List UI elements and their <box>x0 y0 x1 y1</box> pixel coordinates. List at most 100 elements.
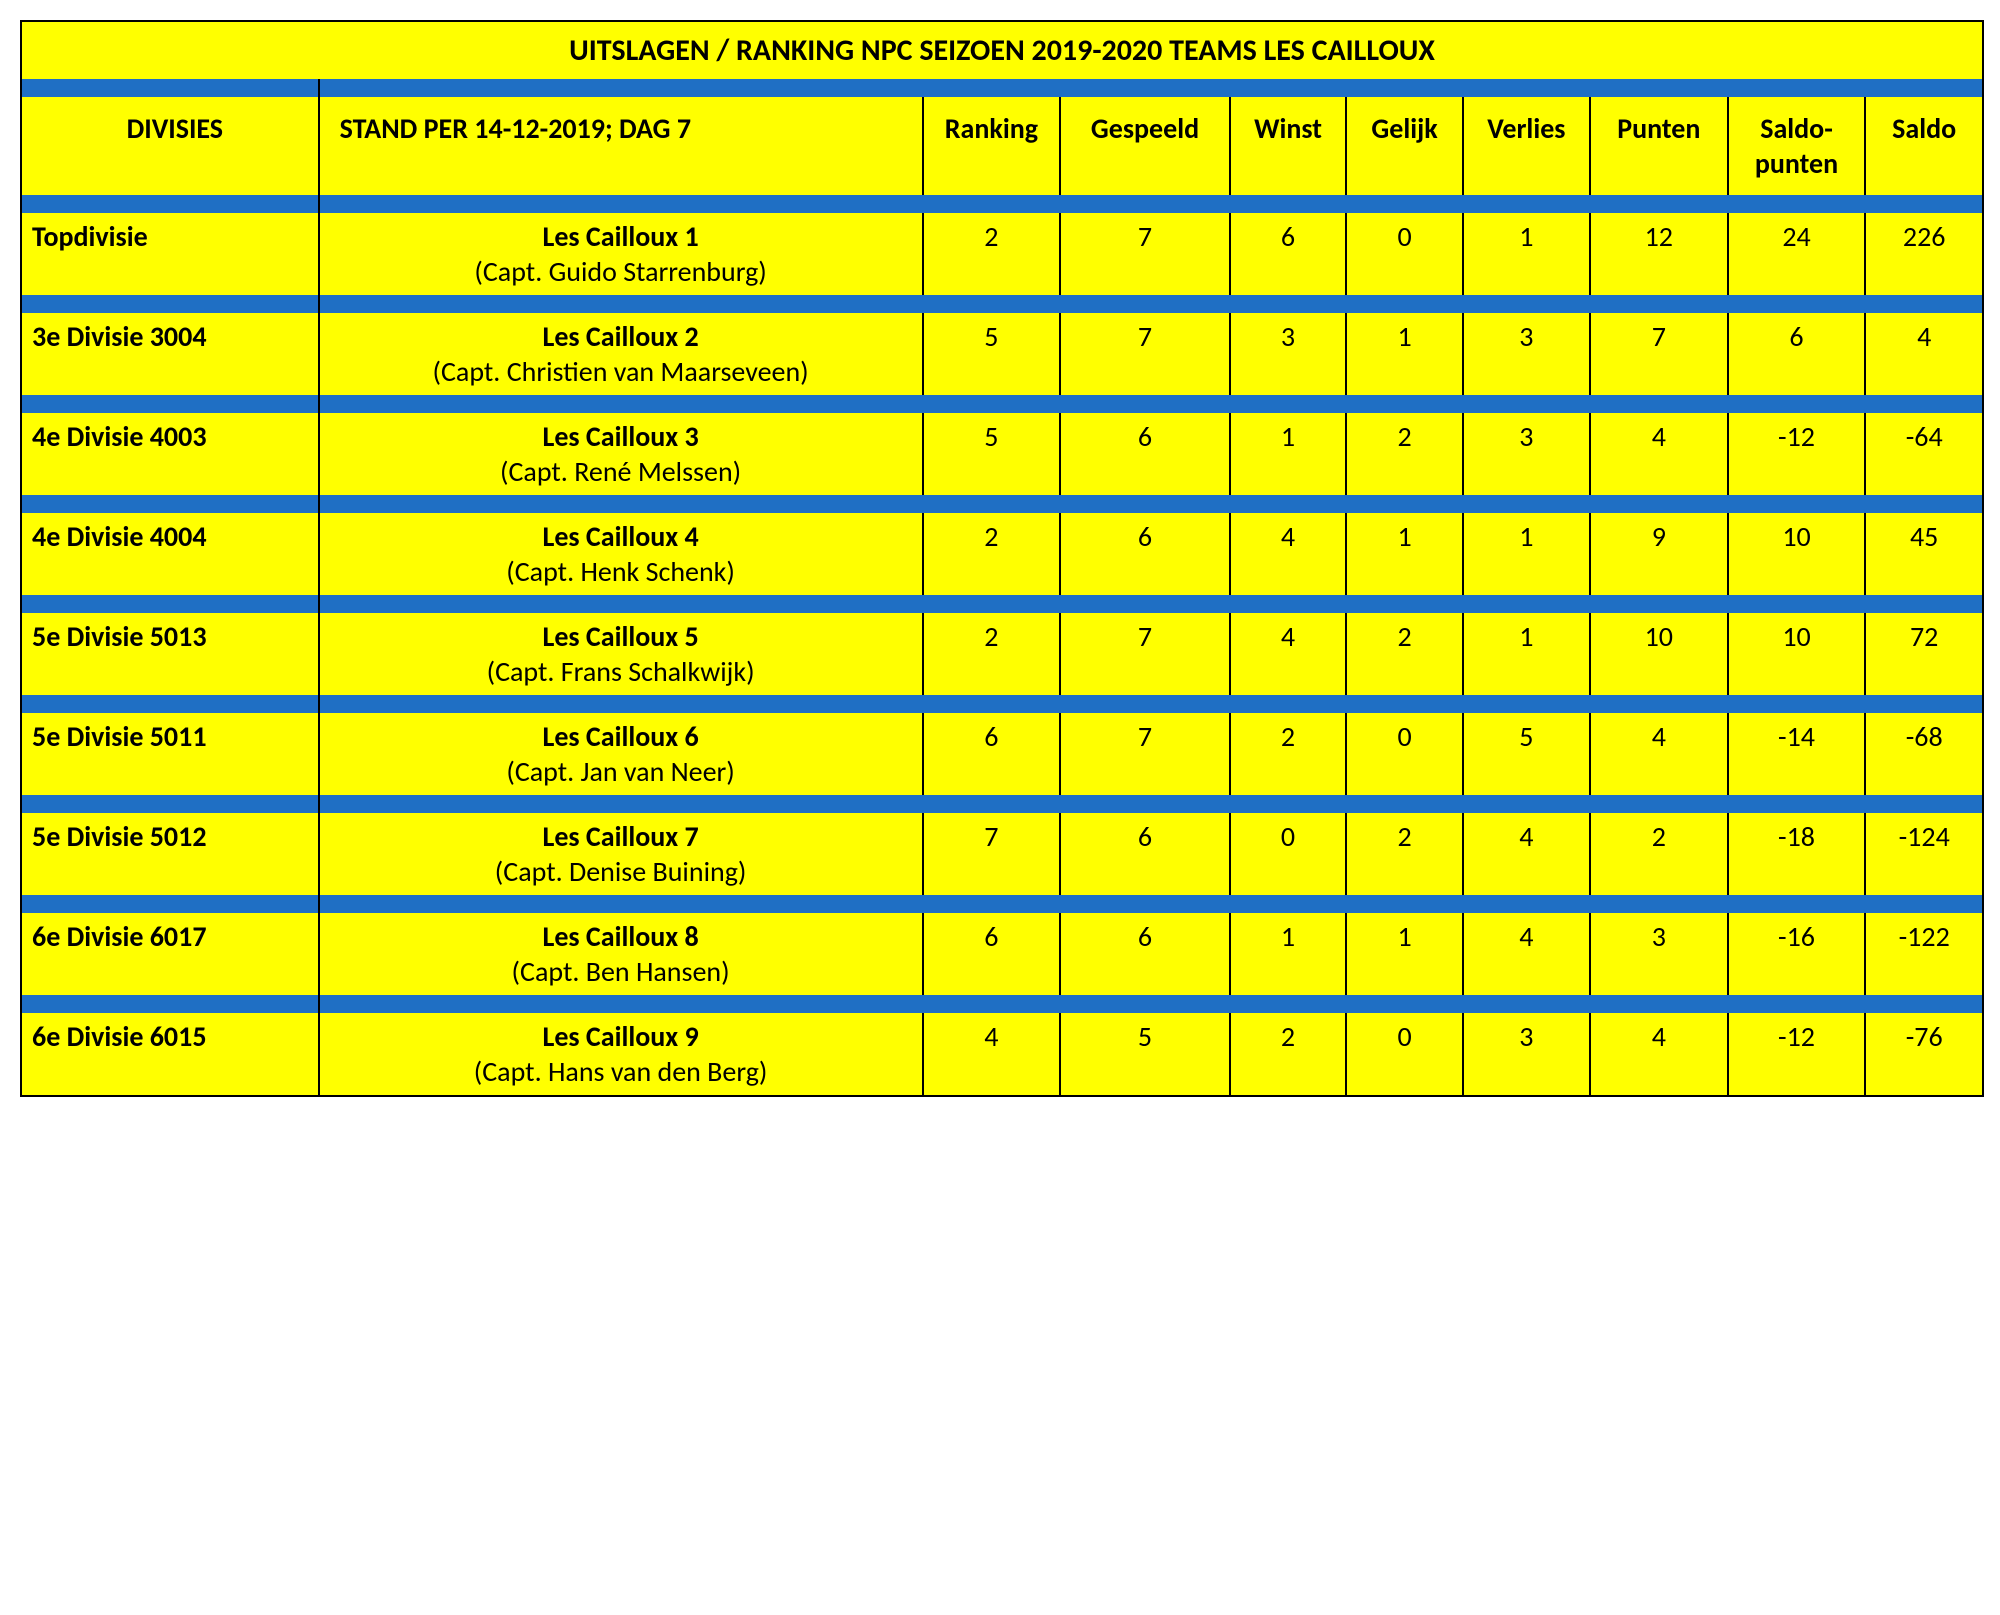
header-verlies: Verlies <box>1463 97 1590 195</box>
cell-division: 6e Divisie 6015 <box>22 1013 319 1095</box>
header-saldopunten-line1: Saldo- <box>1739 111 1855 146</box>
cell-gelijk: 0 <box>1346 213 1463 295</box>
team-captain: (Capt. Guido Starrenburg) <box>474 254 766 289</box>
header-ranking: Ranking <box>923 97 1061 195</box>
team-captain: (Capt. René Melssen) <box>500 454 741 489</box>
cell-winst: 4 <box>1230 513 1347 595</box>
cell-verlies: 1 <box>1463 613 1590 695</box>
cell-team: Les Cailloux 2(Capt. Christien van Maars… <box>319 313 923 395</box>
cell-ranking: 2 <box>923 513 1061 595</box>
cell-punten: 4 <box>1590 1013 1728 1095</box>
cell-winst: 2 <box>1230 713 1347 795</box>
ranking-table: UITSLAGEN / RANKING NPC SEIZOEN 2019-202… <box>22 22 1982 1095</box>
separator-row <box>22 995 1982 1013</box>
team-name: Les Cailloux 3 <box>542 419 698 454</box>
cell-team: Les Cailloux 1(Capt. Guido Starrenburg) <box>319 213 923 295</box>
table-row: 6e Divisie 6017Les Cailloux 8(Capt. Ben … <box>22 913 1982 995</box>
cell-gespeeld: 6 <box>1060 513 1230 595</box>
cell-ranking: 4 <box>923 1013 1061 1095</box>
cell-gelijk: 0 <box>1346 713 1463 795</box>
cell-ranking: 5 <box>923 313 1061 395</box>
header-row: DIVISIES STAND PER 14-12-2019; DAG 7 Ran… <box>22 97 1982 195</box>
cell-gespeeld: 6 <box>1060 813 1230 895</box>
cell-punten: 9 <box>1590 513 1728 595</box>
cell-gelijk: 1 <box>1346 913 1463 995</box>
cell-punten: 10 <box>1590 613 1728 695</box>
cell-gespeeld: 5 <box>1060 1013 1230 1095</box>
cell-team: Les Cailloux 4(Capt. Henk Schenk) <box>319 513 923 595</box>
cell-division: 6e Divisie 6017 <box>22 913 319 995</box>
cell-verlies: 1 <box>1463 213 1590 295</box>
table-row: 6e Divisie 6015Les Cailloux 9(Capt. Hans… <box>22 1013 1982 1095</box>
cell-winst: 1 <box>1230 413 1347 495</box>
header-gelijk: Gelijk <box>1346 97 1463 195</box>
cell-saldopunten: 10 <box>1728 513 1866 595</box>
team-name: Les Cailloux 5 <box>542 619 698 654</box>
cell-ranking: 6 <box>923 713 1061 795</box>
cell-gelijk: 2 <box>1346 813 1463 895</box>
separator-row <box>22 295 1982 313</box>
cell-verlies: 3 <box>1463 1013 1590 1095</box>
cell-division: 3e Divisie 3004 <box>22 313 319 395</box>
team-name: Les Cailloux 9 <box>542 1019 698 1054</box>
cell-gelijk: 1 <box>1346 313 1463 395</box>
cell-saldo: 72 <box>1865 613 1982 695</box>
cell-division: 4e Divisie 4004 <box>22 513 319 595</box>
cell-winst: 1 <box>1230 913 1347 995</box>
cell-saldo: 4 <box>1865 313 1982 395</box>
team-captain: (Capt. Denise Buining) <box>495 854 747 889</box>
separator-row <box>22 795 1982 813</box>
cell-saldopunten: -18 <box>1728 813 1866 895</box>
table-row: 4e Divisie 4003Les Cailloux 3(Capt. René… <box>22 413 1982 495</box>
cell-ranking: 2 <box>923 613 1061 695</box>
cell-team: Les Cailloux 3(Capt. René Melssen) <box>319 413 923 495</box>
cell-punten: 2 <box>1590 813 1728 895</box>
team-captain: (Capt. Henk Schenk) <box>506 554 735 589</box>
header-saldopunten-line2: punten <box>1739 146 1855 181</box>
cell-saldo: -68 <box>1865 713 1982 795</box>
cell-verlies: 5 <box>1463 713 1590 795</box>
cell-gespeeld: 7 <box>1060 213 1230 295</box>
table-title: UITSLAGEN / RANKING NPC SEIZOEN 2019-202… <box>22 22 1982 79</box>
cell-ranking: 7 <box>923 813 1061 895</box>
cell-ranking: 2 <box>923 213 1061 295</box>
header-divisies: DIVISIES <box>22 97 319 195</box>
cell-gelijk: 2 <box>1346 613 1463 695</box>
separator-row <box>22 395 1982 413</box>
cell-saldo: -122 <box>1865 913 1982 995</box>
header-saldo: Saldo <box>1865 97 1982 195</box>
title-row: UITSLAGEN / RANKING NPC SEIZOEN 2019-202… <box>22 22 1982 79</box>
cell-team: Les Cailloux 5(Capt. Frans Schalkwijk) <box>319 613 923 695</box>
cell-punten: 12 <box>1590 213 1728 295</box>
cell-winst: 2 <box>1230 1013 1347 1095</box>
cell-division: 5e Divisie 5013 <box>22 613 319 695</box>
cell-division: 5e Divisie 5011 <box>22 713 319 795</box>
cell-saldopunten: -16 <box>1728 913 1866 995</box>
team-captain: (Capt. Jan van Neer) <box>506 754 734 789</box>
separator-row <box>22 79 1982 97</box>
cell-saldo: -76 <box>1865 1013 1982 1095</box>
cell-gespeeld: 7 <box>1060 613 1230 695</box>
separator-row <box>22 595 1982 613</box>
separator-row <box>22 195 1982 213</box>
cell-gespeeld: 6 <box>1060 913 1230 995</box>
table-row: 4e Divisie 4004Les Cailloux 4(Capt. Henk… <box>22 513 1982 595</box>
cell-saldo: 226 <box>1865 213 1982 295</box>
cell-gespeeld: 7 <box>1060 313 1230 395</box>
cell-saldopunten: 10 <box>1728 613 1866 695</box>
cell-division: 5e Divisie 5012 <box>22 813 319 895</box>
header-winst: Winst <box>1230 97 1347 195</box>
cell-gelijk: 2 <box>1346 413 1463 495</box>
cell-ranking: 5 <box>923 413 1061 495</box>
cell-punten: 4 <box>1590 413 1728 495</box>
cell-punten: 7 <box>1590 313 1728 395</box>
cell-verlies: 4 <box>1463 913 1590 995</box>
team-name: Les Cailloux 4 <box>542 519 698 554</box>
team-captain: (Capt. Frans Schalkwijk) <box>487 654 755 689</box>
cell-saldo: -124 <box>1865 813 1982 895</box>
cell-saldopunten: -12 <box>1728 413 1866 495</box>
team-name: Les Cailloux 8 <box>542 919 698 954</box>
team-name: Les Cailloux 7 <box>542 819 698 854</box>
cell-gelijk: 1 <box>1346 513 1463 595</box>
cell-division: 4e Divisie 4003 <box>22 413 319 495</box>
